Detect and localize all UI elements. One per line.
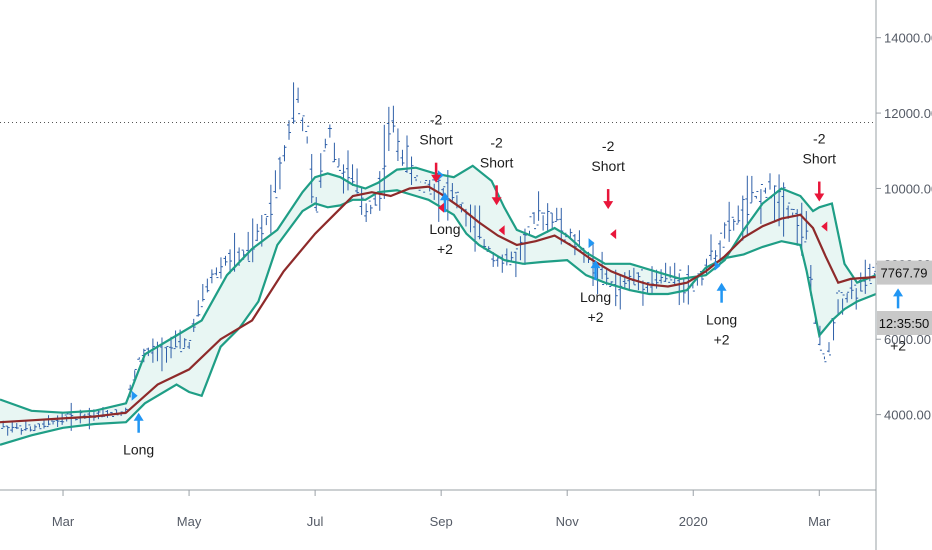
short-exit-marker [498,225,505,236]
short-signal-label: -2 [490,134,503,150]
short-signal-label: -2 [602,138,615,154]
band-lines [0,164,877,446]
long-arrow-head [439,192,450,201]
last-price-label: 7767.79 [881,266,928,281]
x-tick-label: Nov [556,514,580,529]
x-tick-label: Sep [430,514,453,529]
y-tick-label: 14000.00 [884,31,932,46]
short-exit-marker [438,202,445,213]
bollinger-band-fill [0,165,876,445]
basis-line [0,185,877,424]
long-arrow-head [133,412,144,421]
long-entry-marker [437,170,444,181]
x-tick-label: Jul [307,514,324,529]
long-signal-label: +2 [588,309,604,325]
short-signal-label: Short [419,132,453,148]
short-exit-marker [610,229,617,240]
short-arrow-head [491,197,502,206]
long-arrow-head [893,288,904,297]
long-signal-label: +2 [890,337,906,353]
long-entry-marker [588,238,595,249]
x-tick-label: Mar [808,514,831,529]
long-signal-label: +2 [714,332,730,348]
countdown-tag: 12:35:50 [877,311,932,335]
short-signal-label: -2 [430,112,443,128]
long-signal-label: Long [429,221,460,237]
countdown-label: 12:35:50 [879,316,930,331]
x-tick-label: Mar [52,514,75,529]
long-arrow-head [590,260,601,269]
x-tick-label: May [177,514,202,529]
long-signal-label: +2 [437,241,453,257]
short-signal-label: Short [591,158,625,174]
x-tick-label: 2020 [679,514,708,529]
long-arrow-head [716,282,727,291]
long-entry-marker [131,390,138,401]
y-tick-label: 6000.00 [884,332,931,347]
upper-band-line [0,164,877,414]
short-exit-marker [821,221,828,232]
price-bars [1,82,877,436]
x-axis-ticks: Mar May Jul Sep Nov 2020 Mar [52,490,831,529]
short-arrow-head [814,193,825,202]
short-signal-label: -2 [813,131,826,147]
short-signal-label: Short [803,151,837,167]
last-price-tag: 7767.79 [877,260,932,285]
long-signal-label: Long [580,289,611,305]
short-arrow-head [603,201,614,210]
y-tick-label: 10000.00 [884,181,932,196]
long-signal-label: Long [123,442,154,458]
long-signal-label: Long [706,312,737,328]
short-signal-label: Short [480,154,514,170]
band-fill-area [0,165,876,445]
y-tick-label: 12000.00 [884,106,932,121]
long-entry-marker [714,260,721,271]
y-tick-label: 4000.00 [884,408,931,423]
y-axis-ticks: 4000.006000.008000.0010000.0012000.00140… [876,31,932,423]
lower-band-line [0,189,877,446]
short-arrow-head [431,174,442,183]
